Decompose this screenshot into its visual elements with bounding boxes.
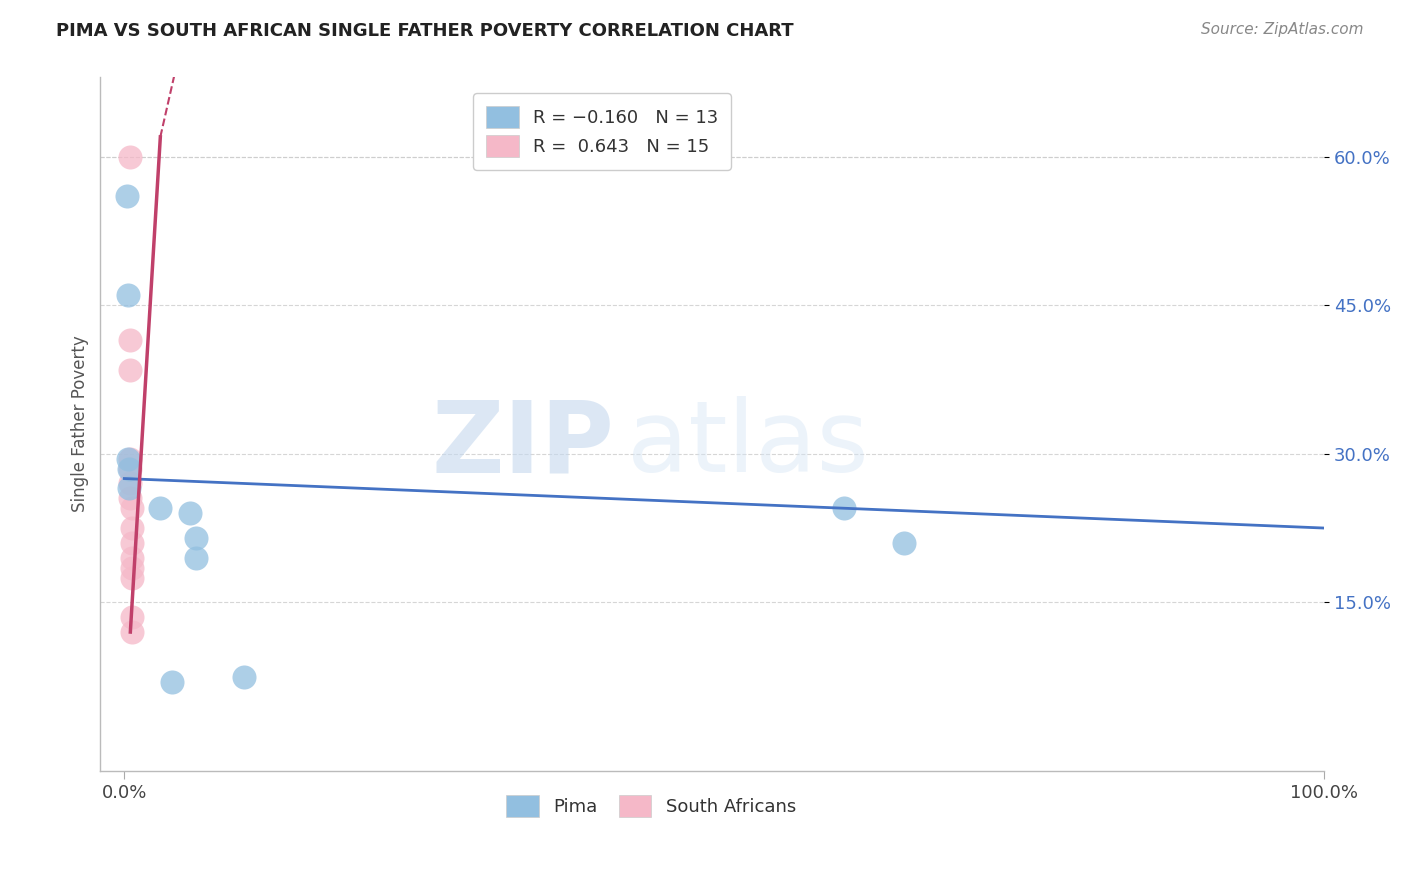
Point bbox=[233, 670, 256, 684]
Text: Source: ZipAtlas.com: Source: ZipAtlas.com bbox=[1201, 22, 1364, 37]
Point bbox=[121, 560, 143, 574]
Point bbox=[118, 461, 141, 475]
Point bbox=[179, 506, 201, 520]
Point bbox=[893, 536, 915, 550]
Text: ZIP: ZIP bbox=[432, 396, 614, 493]
Point bbox=[120, 150, 142, 164]
Point bbox=[832, 501, 855, 516]
Point bbox=[186, 531, 208, 545]
Point bbox=[117, 451, 139, 466]
Point bbox=[121, 571, 143, 585]
Point bbox=[115, 189, 138, 203]
Point bbox=[120, 491, 142, 506]
Point bbox=[121, 501, 143, 516]
Point bbox=[121, 521, 143, 535]
Point bbox=[118, 482, 141, 496]
Y-axis label: Single Father Poverty: Single Father Poverty bbox=[72, 335, 89, 512]
Point bbox=[121, 536, 143, 550]
Point bbox=[120, 476, 142, 491]
Point bbox=[120, 333, 142, 347]
Point bbox=[186, 550, 208, 565]
Point bbox=[117, 288, 139, 302]
Point bbox=[121, 550, 143, 565]
Legend: Pima, South Africans: Pima, South Africans bbox=[499, 788, 803, 824]
Point bbox=[120, 451, 142, 466]
Point bbox=[120, 461, 142, 475]
Point bbox=[120, 362, 142, 376]
Point bbox=[121, 625, 143, 640]
Point bbox=[149, 501, 172, 516]
Text: PIMA VS SOUTH AFRICAN SINGLE FATHER POVERTY CORRELATION CHART: PIMA VS SOUTH AFRICAN SINGLE FATHER POVE… bbox=[56, 22, 794, 40]
Point bbox=[121, 610, 143, 624]
Point bbox=[162, 674, 184, 689]
Text: atlas: atlas bbox=[627, 396, 869, 493]
